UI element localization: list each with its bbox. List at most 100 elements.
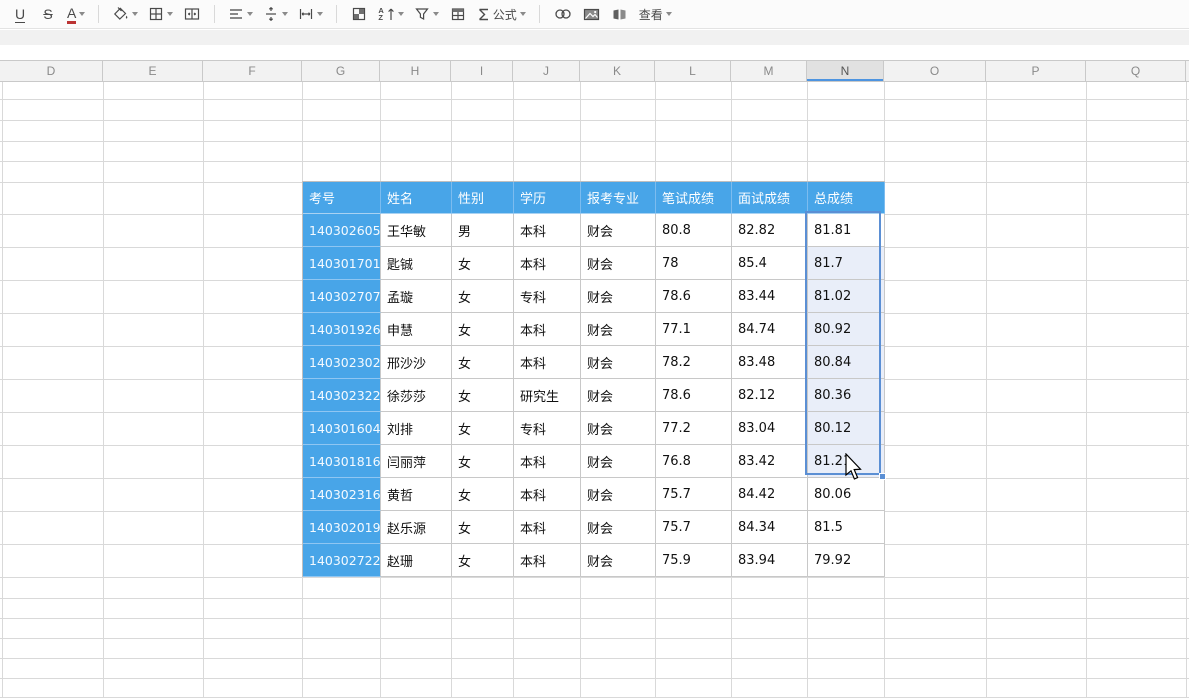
table-header-cell[interactable]: 学历 (514, 182, 581, 214)
column-header-I[interactable]: I (451, 61, 513, 81)
table-cell[interactable]: 77.2 (656, 412, 732, 445)
table-cell[interactable]: 本科 (514, 445, 581, 478)
table-cell[interactable]: 黄哲 (381, 478, 452, 511)
table-borders-button[interactable] (445, 2, 471, 26)
table-cell[interactable]: 本科 (514, 544, 581, 577)
filter-button[interactable] (410, 2, 443, 26)
table-cell[interactable]: 女 (452, 379, 514, 412)
table-cell[interactable]: 140301604 (303, 412, 381, 445)
selection-fill-handle[interactable] (879, 473, 886, 480)
table-cell[interactable]: 79.92 (808, 544, 885, 577)
table-cell[interactable]: 78.2 (656, 346, 732, 379)
table-cell[interactable]: 财会 (581, 544, 656, 577)
table-cell[interactable]: 78.6 (656, 379, 732, 412)
column-header-H[interactable]: H (380, 61, 451, 81)
table-cell[interactable]: 财会 (581, 247, 656, 280)
table-cell[interactable]: 女 (452, 346, 514, 379)
merge-cells-button[interactable] (179, 2, 205, 26)
sort-button[interactable]: A Z (374, 2, 407, 26)
table-cell[interactable]: 女 (452, 247, 514, 280)
formula-button[interactable]: 公式 (473, 2, 530, 26)
table-cell[interactable]: 财会 (581, 412, 656, 445)
column-header-F[interactable]: F (203, 61, 302, 81)
table-cell[interactable]: 本科 (514, 214, 581, 247)
table-cell[interactable]: 140302722 (303, 544, 381, 577)
table-header-cell[interactable]: 姓名 (381, 182, 452, 214)
table-cell[interactable]: 140302605 (303, 214, 381, 247)
table-cell[interactable]: 女 (452, 478, 514, 511)
table-cell[interactable]: 申慧 (381, 313, 452, 346)
table-cell[interactable]: 刘排 (381, 412, 452, 445)
table-cell[interactable]: 78 (656, 247, 732, 280)
column-header-Q[interactable]: Q (1086, 61, 1186, 81)
image-button[interactable] (579, 2, 605, 26)
hyperlink-button[interactable] (549, 2, 577, 26)
table-cell[interactable]: 本科 (514, 346, 581, 379)
table-header-cell[interactable]: 性别 (452, 182, 514, 214)
table-cell[interactable]: 80.06 (808, 478, 885, 511)
table-cell[interactable]: 81.81 (808, 214, 885, 247)
table-cell[interactable]: 女 (452, 280, 514, 313)
column-header-P[interactable]: P (986, 61, 1086, 81)
table-cell[interactable]: 财会 (581, 346, 656, 379)
underline-button[interactable]: U (7, 2, 33, 26)
table-cell[interactable]: 140302707 (303, 280, 381, 313)
table-cell[interactable]: 女 (452, 412, 514, 445)
table-cell[interactable]: 82.82 (732, 214, 808, 247)
table-cell[interactable]: 82.12 (732, 379, 808, 412)
table-cell[interactable]: 女 (452, 313, 514, 346)
table-cell[interactable]: 76.8 (656, 445, 732, 478)
table-cell[interactable]: 王华敏 (381, 214, 452, 247)
column-header-O[interactable]: O (884, 61, 986, 81)
table-cell[interactable]: 闫丽萍 (381, 445, 452, 478)
split-view-button[interactable] (607, 2, 633, 26)
font-color-button[interactable]: A (63, 2, 89, 26)
table-cell[interactable]: 75.9 (656, 544, 732, 577)
table-cell[interactable]: 80.84 (808, 346, 885, 379)
table-cell[interactable]: 80.92 (808, 313, 885, 346)
cell-fit-button[interactable] (294, 2, 327, 26)
table-header-cell[interactable]: 笔试成绩 (656, 182, 732, 214)
table-cell[interactable]: 83.94 (732, 544, 808, 577)
table-cell[interactable]: 徐莎莎 (381, 379, 452, 412)
table-cell[interactable]: 78.6 (656, 280, 732, 313)
table-cell[interactable]: 140301701 (303, 247, 381, 280)
table-cell[interactable]: 财会 (581, 445, 656, 478)
table-cell[interactable]: 本科 (514, 247, 581, 280)
table-cell[interactable]: 本科 (514, 511, 581, 544)
table-cell[interactable]: 140301926 (303, 313, 381, 346)
table-cell[interactable]: 财会 (581, 511, 656, 544)
table-cell[interactable]: 财会 (581, 313, 656, 346)
table-header-cell[interactable]: 总成绩 (808, 182, 885, 214)
table-cell[interactable]: 女 (452, 544, 514, 577)
table-cell[interactable]: 80.12 (808, 412, 885, 445)
table-cell[interactable]: 80.36 (808, 379, 885, 412)
table-cell[interactable]: 83.48 (732, 346, 808, 379)
table-cell[interactable]: 140302322 (303, 379, 381, 412)
table-header-cell[interactable]: 考号 (303, 182, 381, 214)
table-cell[interactable]: 83.42 (732, 445, 808, 478)
table-cell[interactable]: 83.44 (732, 280, 808, 313)
cell-style-button[interactable] (346, 2, 372, 26)
table-cell[interactable]: 女 (452, 445, 514, 478)
table-cell[interactable]: 赵珊 (381, 544, 452, 577)
table-cell[interactable]: 84.34 (732, 511, 808, 544)
table-cell[interactable]: 81.02 (808, 280, 885, 313)
table-header-cell[interactable]: 报考专业 (581, 182, 656, 214)
sheet-grid[interactable]: 考号 姓名 性别 学历 报考专业 笔试成绩 面试成绩 总成绩 140302605 王华敏男本科 财会… (0, 82, 1189, 698)
table-cell[interactable]: 85.4 (732, 247, 808, 280)
column-header-D[interactable]: D (0, 61, 103, 81)
table-cell[interactable]: 140302316 (303, 478, 381, 511)
column-header-J[interactable]: J (513, 61, 580, 81)
table-cell[interactable]: 专科 (514, 280, 581, 313)
table-cell[interactable]: 75.7 (656, 511, 732, 544)
table-cell[interactable]: 女 (452, 511, 514, 544)
table-header-cell[interactable]: 面试成绩 (732, 182, 808, 214)
table-cell[interactable]: 75.7 (656, 478, 732, 511)
table-cell[interactable]: 孟璇 (381, 280, 452, 313)
table-cell[interactable]: 77.1 (656, 313, 732, 346)
table-cell[interactable]: 财会 (581, 379, 656, 412)
table-cell[interactable]: 本科 (514, 478, 581, 511)
column-header-G[interactable]: G (302, 61, 380, 81)
table-cell[interactable]: 赵乐源 (381, 511, 452, 544)
